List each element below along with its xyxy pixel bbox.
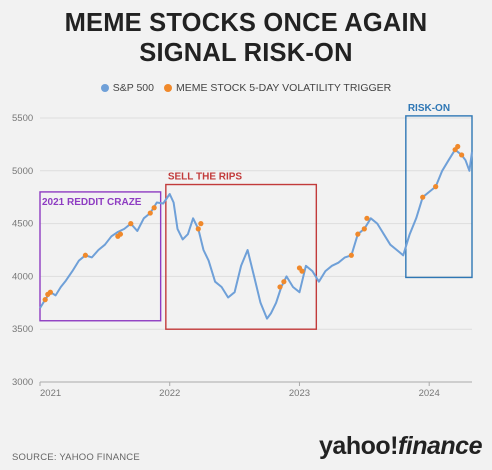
- y-tick-label: 3000: [12, 377, 33, 388]
- annotation-box: [165, 183, 318, 330]
- series-layer: [39, 148, 473, 320]
- legend-trigger-label: MEME STOCK 5-DAY VOLATILITY TRIGGER: [175, 82, 392, 94]
- axis-layer: 3000 3500 4000 4500 5000 5500 2021 2022 2023 2024: [12, 113, 472, 399]
- trigger-point: [117, 231, 124, 237]
- y-tick-label: 4500: [12, 219, 33, 230]
- source-note: SOURCE: YAHOO FINANCE: [12, 452, 140, 463]
- trigger-point: [281, 279, 287, 285]
- legend-trigger-marker-icon: [163, 84, 172, 92]
- trigger-point: [128, 221, 134, 227]
- annotation-layer: 2021 REDDIT CRAZE SELL THE RIPS RISK-ON: [39, 103, 473, 330]
- chart-title-line2: SIGNAL RISK-ON: [139, 39, 353, 67]
- trigger-point: [433, 184, 439, 190]
- sp500-line: [39, 148, 473, 320]
- trigger-point: [459, 152, 465, 158]
- trigger-points-layer: [42, 143, 465, 303]
- trigger-point: [195, 226, 201, 232]
- trigger-point: [277, 284, 283, 290]
- y-tick-label: 3500: [12, 324, 33, 335]
- legend-item-sp500: S&P 500: [100, 82, 154, 94]
- trigger-point: [364, 215, 370, 221]
- logo-finance: finance: [397, 432, 483, 460]
- annotation-box: [39, 191, 162, 322]
- logo-yahoo: yahoo!: [319, 432, 398, 460]
- trigger-point: [299, 268, 305, 274]
- legend-sp500-label: S&P 500: [112, 82, 154, 94]
- trigger-point: [198, 221, 204, 227]
- trigger-point: [348, 252, 354, 258]
- y-tick-label: 4000: [12, 271, 33, 282]
- grid-layer: [40, 117, 472, 383]
- annotation-label: RISK-ON: [408, 103, 450, 114]
- legend-sp500-marker-icon: [100, 84, 109, 92]
- trigger-point: [151, 205, 157, 211]
- chart-legend: S&P 500 MEME STOCK 5-DAY VOLATILITY TRIG…: [0, 82, 492, 94]
- annotation-label: SELL THE RIPS: [168, 172, 243, 183]
- trigger-point: [361, 226, 367, 232]
- trigger-point: [147, 210, 153, 216]
- x-tick-label: 2024: [419, 388, 440, 399]
- x-tick-label: 2022: [159, 388, 180, 399]
- y-tick-label: 5000: [12, 166, 33, 177]
- trigger-point: [82, 252, 89, 258]
- trigger-point: [355, 231, 361, 237]
- trigger-point: [42, 297, 48, 303]
- trigger-point: [47, 289, 53, 295]
- trigger-point: [455, 143, 461, 150]
- annotation-box: [405, 115, 473, 279]
- x-tick-label: 2023: [289, 388, 310, 399]
- trigger-point: [420, 194, 426, 200]
- chart-title-line1: MEME STOCKS ONCE AGAIN: [64, 9, 428, 37]
- y-tick-label: 5500: [12, 113, 33, 124]
- yahoo-finance-logo: yahoo!finance: [319, 432, 482, 461]
- x-tick-label: 2021: [40, 388, 61, 399]
- legend-item-trigger: MEME STOCK 5-DAY VOLATILITY TRIGGER: [163, 82, 392, 94]
- annotation-label: 2021 REDDIT CRAZE: [42, 197, 142, 208]
